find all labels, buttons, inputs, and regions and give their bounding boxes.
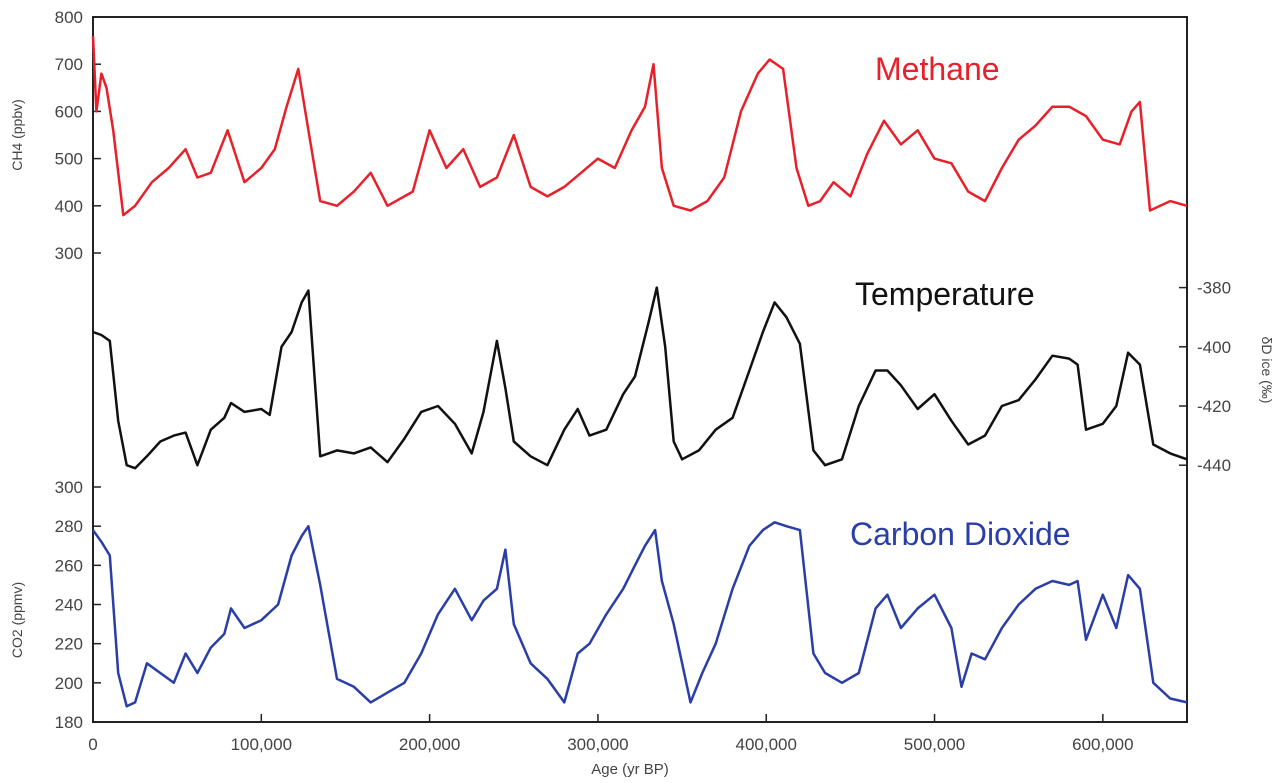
y-tick-label: 300 [55,478,83,497]
y-tick-label: 240 [55,596,83,615]
y-axis-label: CO2 (ppmv) [9,582,25,658]
label-layer: 0 100,000 200,000 300,000 400,000 500,000 600,… [9,8,1275,778]
y-tick-label: 180 [55,713,83,732]
series-line-temperature [92,286,1188,470]
x-tick-label: 0 [88,735,97,754]
x-tick-label: 300,000 [567,735,628,754]
series-title: Temperature [855,276,1035,312]
y-tick-label: -420 [1197,397,1231,416]
y-tick-label: 400 [55,197,83,216]
x-tick-label: 400,000 [736,735,797,754]
plot-frame [92,16,1188,723]
y-tick-label: 280 [55,517,83,536]
series-line-methane [91,35,1188,217]
series-title: Carbon Dioxide [850,516,1071,552]
series-layer [91,35,1188,708]
x-tick-label: 100,000 [231,735,292,754]
y-axis-label: CH4 (ppbv) [9,99,25,171]
series-line-carbon-dioxide [91,521,1188,708]
y-tick-label: 260 [55,556,83,575]
y-tick-label: 220 [55,635,83,654]
y-tick-label: -440 [1197,456,1231,475]
y-tick-label: 600 [55,102,83,121]
y-tick-label: 300 [55,244,83,263]
y-axis-label: δD ice (‰) [1259,337,1275,404]
x-tick-label: 600,000 [1072,735,1133,754]
y-tick-label: -380 [1197,279,1231,298]
x-tick-label: 500,000 [904,735,965,754]
x-tick-label: 200,000 [399,735,460,754]
series-title: Methane [875,51,1000,87]
y-tick-label: 700 [55,55,83,74]
axes-frame [92,16,1188,723]
x-axis-label: Age (yr BP) [591,761,669,778]
y-tick-label: 800 [55,8,83,27]
y-tick-label: 200 [55,674,83,693]
y-tick-label: 500 [55,150,83,169]
y-tick-label: -400 [1197,338,1231,357]
